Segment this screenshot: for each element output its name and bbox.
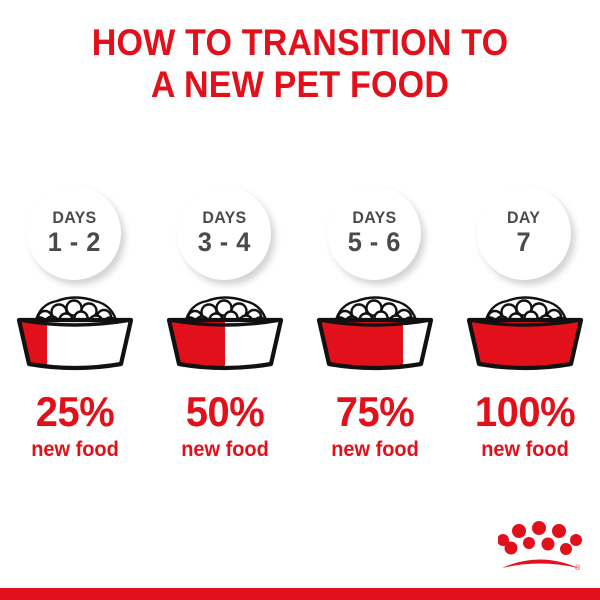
- transition-step-2: DAYS 3 - 4: [150, 186, 300, 486]
- percent-label-4: new food: [481, 438, 569, 461]
- food-bowl-1-illustration: [16, 296, 134, 371]
- food-bowl-3-illustration: [316, 296, 434, 371]
- registered-mark: ®: [575, 564, 581, 572]
- day-badge-2-value: 3 - 4: [197, 227, 251, 257]
- bowl-rim-1: [17, 318, 133, 327]
- food-bowl-2-illustration: [166, 296, 284, 371]
- transition-steps: DAYS 1 - 2: [0, 186, 600, 486]
- bowl-outline-2: [166, 317, 284, 371]
- day-badge-4-value: 7: [516, 227, 532, 257]
- day-badge-1-value: 1 - 2: [47, 227, 101, 257]
- percent-value-2: 50%: [185, 388, 265, 435]
- bowl-rim-3: [317, 318, 433, 327]
- day-badge-2-label: DAYS: [201, 208, 247, 227]
- day-badge-4-label: DAY: [507, 208, 541, 227]
- bowl-rim-2: [167, 318, 283, 327]
- day-badge-3-wrap: DAYS 5 - 6: [327, 186, 423, 282]
- percent-block-4: 100% new food: [450, 390, 600, 462]
- day-badge-3: DAYS 5 - 6: [327, 186, 421, 280]
- day-badge-4-wrap: DAY 7: [477, 186, 573, 282]
- percent-label-3: new food: [331, 438, 419, 461]
- percent-block-3: 75% new food: [300, 390, 450, 462]
- food-bowl-3: [305, 290, 445, 374]
- bowl-outline-3: [316, 317, 434, 371]
- day-badge-2-wrap: DAYS 3 - 4: [177, 186, 273, 282]
- day-badge-3-label: DAYS: [351, 208, 397, 227]
- page-title-line-2: A NEW PET FOOD: [150, 64, 450, 105]
- percent-block-2: 50% new food: [150, 390, 300, 462]
- percent-label-2: new food: [181, 438, 269, 461]
- day-badge-4: DAY 7: [477, 186, 571, 280]
- day-badge-3-value: 5 - 6: [347, 227, 401, 257]
- day-badge-1-label: DAYS: [51, 208, 97, 227]
- bowl-fill-3: [319, 320, 403, 368]
- bowl-rim-4: [467, 318, 583, 327]
- bowl-outline-1: [16, 317, 134, 371]
- transition-step-1: DAYS 1 - 2: [0, 186, 150, 486]
- bowl-fill-4: [469, 320, 581, 368]
- percent-value-1: 25%: [35, 388, 115, 435]
- day-badge-1-wrap: DAYS 1 - 2: [27, 186, 123, 282]
- bowl-outline-4: [466, 317, 584, 371]
- transition-step-4: DAY 7: [450, 186, 600, 486]
- royal-canin-crown-logo: ®: [498, 518, 582, 574]
- percent-label-1: new food: [31, 438, 119, 461]
- percent-block-1: 25% new food: [0, 390, 150, 462]
- day-badge-1: DAYS 1 - 2: [27, 186, 121, 280]
- food-bowl-4-illustration: [466, 296, 584, 371]
- food-bowl-4: [455, 290, 595, 374]
- bottom-accent-bar: [0, 588, 600, 600]
- page-title-line-1: HOW TO TRANSITION TO: [91, 22, 509, 63]
- food-bowl-2: [155, 290, 295, 374]
- crown-icon: ®: [498, 521, 582, 572]
- transition-step-3: DAYS 5 - 6: [300, 186, 450, 486]
- page-title: HOW TO TRANSITION TO A NEW PET FOOD: [24, 22, 576, 106]
- food-bowl-1: [5, 290, 145, 374]
- percent-value-3: 75%: [335, 388, 415, 435]
- percent-value-4: 100%: [474, 388, 576, 435]
- day-badge-2: DAYS 3 - 4: [177, 186, 271, 280]
